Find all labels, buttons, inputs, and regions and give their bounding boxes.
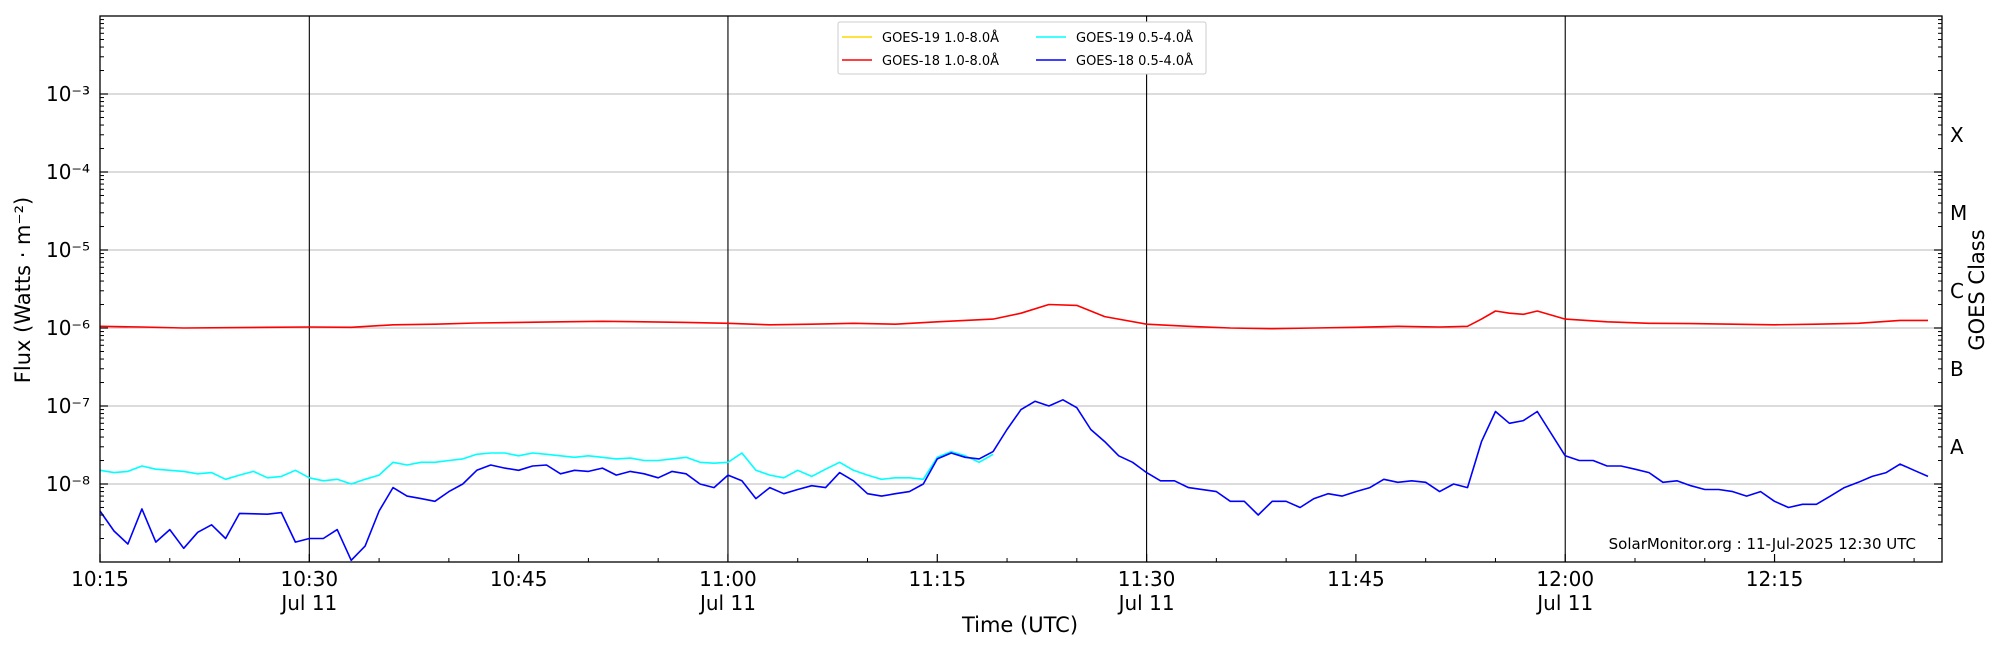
goes-class-label: B — [1950, 357, 1964, 381]
series-line-goes-18-1-0-8-0- — [99, 303, 1928, 330]
legend-label-goes18-short: GOES-18 0.5-4.0Å — [1076, 53, 1193, 69]
y-tick-label: 10⁻⁴ — [46, 160, 90, 184]
goes-class-label: M — [1950, 201, 1967, 225]
y-tick-label: 10⁻⁵ — [46, 238, 90, 262]
plot-frame — [99, 15, 1943, 563]
legend-label-goes19-long: GOES-19 1.0-8.0Å — [882, 30, 999, 46]
x-tick-label: 11:00 — [699, 567, 757, 591]
y-tick-label: 10⁻⁸ — [46, 472, 90, 496]
plot-series — [99, 303, 1929, 562]
legend-label-goes19-short: GOES-19 0.5-4.0Å — [1076, 30, 1193, 46]
goes-class-label: C — [1950, 279, 1964, 303]
x-tick-sublabel: Jul 11 — [1535, 591, 1593, 615]
grid-lines — [100, 93, 1942, 485]
axis-ticks — [99, 19, 1942, 562]
x-tick-label: 12:00 — [1536, 567, 1594, 591]
x-tick-label: 10:15 — [71, 567, 129, 591]
x-tick-sublabel: Jul 11 — [698, 591, 756, 615]
y-tick-label: 10⁻⁶ — [46, 316, 90, 340]
goes-class-label: X — [1950, 123, 1964, 147]
y-axis-title: Flux (Watts · m⁻²) — [11, 197, 35, 383]
goes-class-labels: A B C M X — [1950, 123, 1967, 459]
x-tick-label: 12:15 — [1746, 567, 1804, 591]
x-tick-label: 11:30 — [1118, 567, 1176, 591]
series-line-goes-19-0-5-4-0- — [99, 450, 994, 485]
x-tick-label: 11:45 — [1327, 567, 1385, 591]
series-line-goes-18-0-5-4-0- — [99, 398, 1929, 562]
legend: GOES-19 1.0-8.0Å GOES-19 0.5-4.0Å GOES-1… — [837, 21, 1207, 75]
x-tick-label: 10:30 — [280, 567, 338, 591]
y-tick-label: 10⁻³ — [46, 82, 90, 106]
x-tick-sublabel: Jul 11 — [279, 591, 337, 615]
legend-label-goes18-long: GOES-18 1.0-8.0Å — [882, 53, 999, 69]
x-axis-title: Time (UTC) — [961, 613, 1078, 637]
legend-box — [837, 21, 1207, 75]
time-marker-lines — [308, 16, 1566, 562]
x-tick-label: 11:15 — [908, 567, 966, 591]
x-tick-label: 10:45 — [490, 567, 548, 591]
y-tick-labels: 10⁻⁸ 10⁻⁷ 10⁻⁶ 10⁻⁵ 10⁻⁴ 10⁻³ — [46, 82, 90, 496]
x-tick-sublabel: Jul 11 — [1117, 591, 1175, 615]
goes-class-label: A — [1950, 435, 1964, 459]
y2-axis-title: GOES Class — [1965, 229, 1989, 350]
y-tick-label: 10⁻⁷ — [46, 394, 90, 418]
credit-text: SolarMonitor.org : 11-Jul-2025 12:30 UTC — [1609, 535, 1916, 553]
